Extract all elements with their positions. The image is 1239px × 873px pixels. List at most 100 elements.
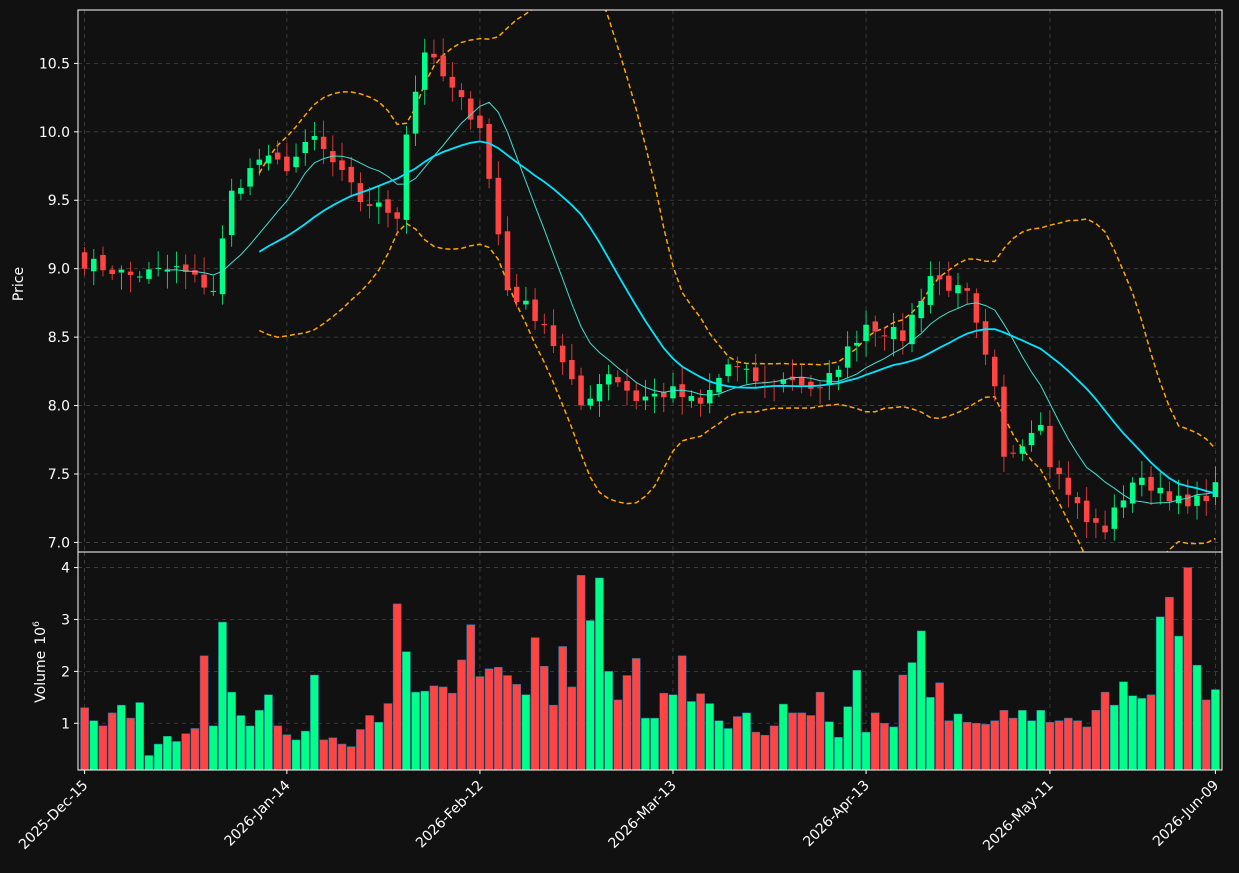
volume-bar [484, 668, 494, 771]
volume-bar [1008, 717, 1018, 771]
volume-bar [1174, 635, 1183, 771]
volume-bar [291, 739, 301, 771]
volume-bar [834, 737, 843, 771]
candle [1001, 374, 1007, 473]
volume-bar [512, 684, 521, 771]
candle [118, 265, 125, 290]
candle [467, 91, 474, 130]
candle [872, 315, 878, 347]
candle [1139, 461, 1145, 497]
volume-bar [999, 710, 1009, 771]
volume-bar [687, 701, 696, 771]
volume-bar [843, 706, 852, 771]
candle [688, 390, 695, 408]
candle [449, 62, 456, 102]
volume-bar [126, 717, 135, 771]
volume-bar [604, 671, 613, 771]
candle [826, 360, 833, 401]
volume-bar [273, 725, 282, 771]
candle [256, 148, 263, 176]
candle [182, 254, 189, 290]
candle [890, 313, 897, 357]
candle [91, 249, 97, 286]
volume-bar [760, 734, 770, 771]
volume-bar [1183, 567, 1193, 771]
candle [982, 308, 989, 366]
candle [909, 303, 915, 353]
volume-bar [714, 720, 724, 771]
volume-bar [494, 666, 503, 771]
volume-bar [199, 655, 209, 771]
price-y-axis-label: Price [11, 267, 27, 301]
candle [228, 178, 235, 247]
volume-bar [236, 715, 246, 771]
candle [854, 330, 860, 362]
candle [458, 83, 465, 110]
volume-label-text: Volume [33, 651, 49, 703]
volume-bar [1091, 710, 1101, 771]
candle [1037, 412, 1044, 436]
candle [587, 385, 593, 410]
candle [412, 75, 419, 146]
candle [422, 38, 428, 105]
short-ma-line [167, 101, 1216, 504]
volume-bar [539, 665, 549, 771]
volume-label-exponent: 10 [33, 627, 49, 645]
candle [1166, 481, 1173, 511]
candle [661, 382, 667, 413]
volume-bar [622, 675, 632, 771]
volume-bar [1100, 691, 1110, 771]
volume-bar [916, 630, 926, 771]
candle [992, 349, 998, 402]
price-candles [81, 38, 1219, 541]
candle [109, 265, 115, 280]
volume-y-tick-label: 2 [61, 664, 70, 680]
volume-bar [475, 676, 485, 771]
price-y-tick-label: 8.0 [48, 399, 70, 415]
volume-bar [824, 721, 834, 771]
candle [265, 144, 272, 171]
volume-bar [135, 702, 145, 771]
volume-bar [319, 739, 328, 771]
volume-bar [861, 731, 871, 771]
price-y-tick-label: 10.5 [39, 56, 70, 72]
volume-bar [1128, 695, 1137, 771]
volume-bar [585, 620, 595, 771]
candle [927, 261, 934, 314]
candle [973, 288, 980, 338]
candle [513, 274, 520, 307]
candle [320, 120, 327, 165]
volume-bar [815, 691, 825, 771]
volume-bar [990, 720, 1000, 771]
candle [311, 121, 318, 151]
candle [615, 370, 621, 388]
candle [274, 140, 281, 165]
volume-bar [254, 710, 264, 771]
volume-bar [117, 704, 126, 771]
volume-bar [1045, 721, 1055, 771]
candle [863, 310, 869, 357]
candle [81, 247, 88, 276]
volume-bar [769, 725, 779, 771]
volume-bar [374, 721, 384, 771]
volume-bar [209, 725, 218, 771]
volume-bar [751, 731, 761, 771]
candle [1019, 439, 1026, 462]
candle [1129, 477, 1136, 513]
volume-bar [392, 603, 402, 771]
volume-bar [310, 674, 319, 771]
volume-bar [1073, 720, 1082, 771]
volume-bar [227, 691, 236, 771]
volume-bar [1165, 596, 1174, 771]
candle [127, 261, 134, 293]
volume-bar [567, 686, 577, 771]
volume-bar [300, 730, 310, 771]
candle [348, 156, 354, 197]
price-y-tick-label: 10.0 [39, 125, 70, 141]
volume-bar [1054, 720, 1064, 771]
volume-bar [1119, 681, 1128, 771]
candle [1065, 461, 1072, 508]
volume-bar [962, 721, 972, 771]
long-ma-line [258, 140, 1216, 495]
